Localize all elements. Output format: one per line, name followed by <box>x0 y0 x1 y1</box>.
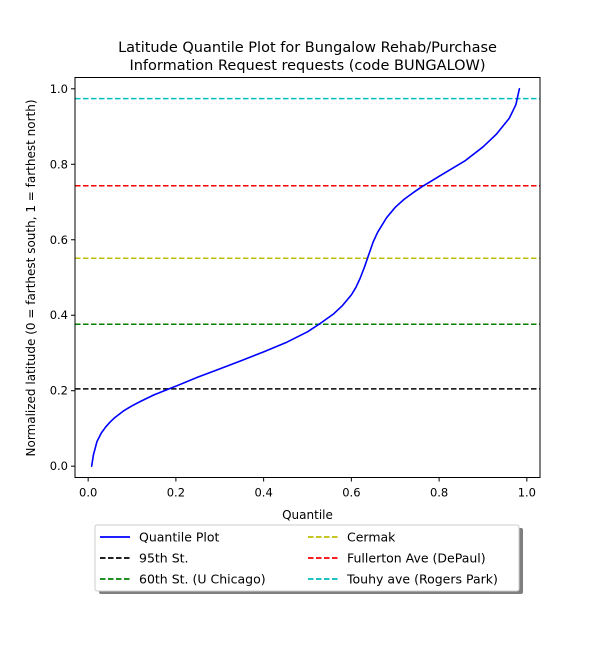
x-axis: 0.0 0.2 0.4 0.6 0.8 1.0 <box>79 477 536 500</box>
legend-label: 95th St. <box>139 551 189 566</box>
x-axis-label: Quantile <box>282 508 333 522</box>
legend-label: Touhy ave (Rogers Park) <box>346 572 498 587</box>
series-group <box>90 88 521 467</box>
y-tick-label: 0.8 <box>50 157 68 171</box>
legend: Quantile Plot 95th St. 60th St. (U Chicago… <box>94 524 523 594</box>
x-tick-label: 1.0 <box>518 486 536 500</box>
legend-label: Quantile Plot <box>139 530 220 545</box>
y-axis-label: Normalized latitude (0 = farthest south,… <box>24 100 38 457</box>
plot-area <box>75 77 540 478</box>
legend-box <box>94 524 520 592</box>
x-tick-label: 0.8 <box>430 486 448 500</box>
y-axis: 0.0 0.2 0.4 0.6 0.8 1.0 <box>50 82 75 473</box>
y-tick-label: 0.2 <box>50 384 68 398</box>
y-tick-label: 0.0 <box>50 459 68 473</box>
x-tick-label: 0.2 <box>167 486 185 500</box>
reference-lines <box>75 97 540 390</box>
y-tick-label: 0.6 <box>50 233 68 247</box>
plot-frame <box>74 77 541 478</box>
legend-label: Fullerton Ave (DePaul) <box>347 551 486 566</box>
chart-title-line-1: Latitude Quantile Plot for Bungalow Reha… <box>118 40 497 56</box>
y-tick-label: 0.4 <box>50 308 68 322</box>
x-tick-label: 0.4 <box>254 486 272 500</box>
x-tick-label: 0.0 <box>79 486 97 500</box>
series-line-0 <box>90 88 521 467</box>
legend-label: 60th St. (U Chicago) <box>139 572 266 587</box>
legend-label: Cermak <box>347 530 396 545</box>
chart-title-line-2: Information Request requests (code BUNGA… <box>129 58 485 74</box>
y-tick-label: 1.0 <box>50 82 68 96</box>
x-tick-label: 0.6 <box>342 486 360 500</box>
